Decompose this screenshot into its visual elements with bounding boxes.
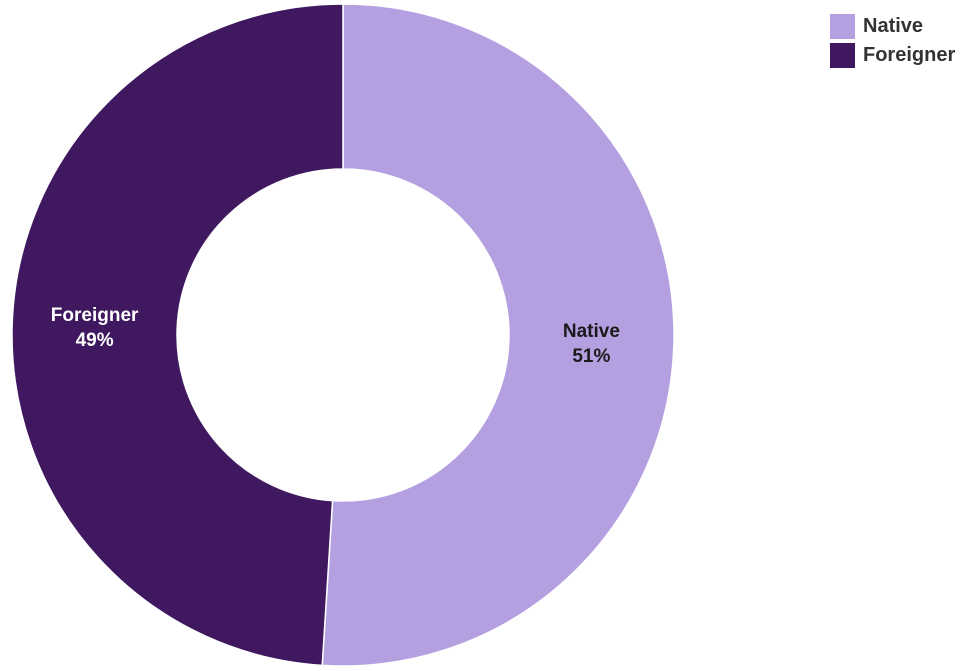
slice-label-foreigner: Foreigner bbox=[51, 305, 139, 326]
slice-native[interactable] bbox=[321, 3, 675, 667]
legend-label-native: Native bbox=[863, 15, 924, 37]
legend-item-foreigner[interactable]: Foreigner bbox=[830, 41, 955, 70]
slice-percent-native: 51% bbox=[572, 346, 610, 367]
slice-label-native: Native bbox=[563, 321, 620, 342]
legend-label-foreigner: Foreigner bbox=[863, 44, 956, 66]
slice-foreigner[interactable] bbox=[11, 3, 344, 667]
legend-swatch-native bbox=[830, 14, 855, 39]
slices-group bbox=[11, 3, 675, 667]
legend: Native Foreigner bbox=[830, 12, 955, 70]
slice-labels-group: Native 51% Foreigner 49% bbox=[51, 305, 620, 367]
slice-percent-foreigner: 49% bbox=[76, 330, 114, 351]
legend-item-native[interactable]: Native bbox=[830, 12, 955, 41]
legend-swatch-foreigner bbox=[830, 43, 855, 68]
